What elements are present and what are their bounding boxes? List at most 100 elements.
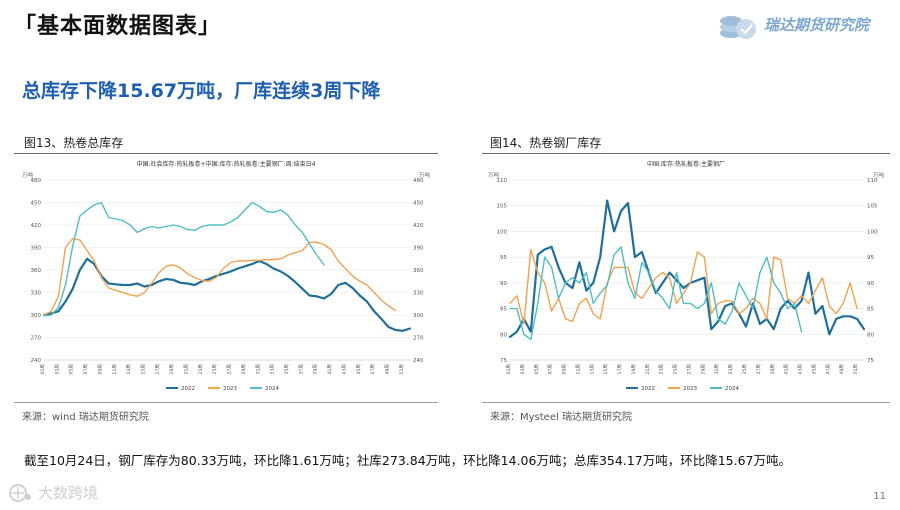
- y-tick-label-right: 420: [413, 223, 424, 229]
- x-tick-label: 33周: [270, 364, 276, 375]
- y-tick-label: 90: [500, 281, 507, 287]
- x-tick-label: 35周: [742, 364, 748, 375]
- y-tick-label-right: 240: [413, 358, 424, 364]
- y-tick-label-right: 80: [867, 332, 874, 338]
- legend-label: 2023: [683, 386, 697, 392]
- page-title: 「基本面数据图表」: [14, 14, 222, 39]
- y-tick-label: 110: [497, 178, 508, 184]
- y-tick-label-right: 75: [867, 358, 874, 364]
- y-tick-label: 95: [500, 255, 507, 261]
- x-tick-label: 17周: [155, 364, 161, 375]
- x-tick-label: 25周: [212, 364, 218, 375]
- x-tick-label: 43周: [341, 364, 347, 375]
- source-divider: [482, 402, 890, 403]
- coin-stack-icon: [720, 16, 756, 39]
- series-line-2022: [508, 199, 866, 338]
- chart-title: 中国:库存:热轧板卷:主要钢厂: [647, 160, 725, 168]
- x-tick-label: 21周: [184, 364, 190, 375]
- series-line-2023: [43, 237, 397, 316]
- panel-divider: [14, 153, 438, 154]
- x-tick-label: 51周: [853, 364, 859, 375]
- x-tick-label: 39周: [313, 364, 319, 375]
- x-tick-label: 37周: [756, 364, 762, 375]
- x-tick-label: 07周: [83, 364, 89, 375]
- x-tick-label: 45周: [356, 364, 362, 375]
- panel-title: 图13、热卷总库存: [24, 136, 124, 150]
- y-tick-label: 420: [31, 223, 42, 229]
- x-tick-label: 09周: [97, 364, 103, 375]
- y-tick-label: 105: [497, 204, 508, 210]
- y-tick-label-right: 110: [867, 178, 878, 184]
- legend-label: 2022: [641, 386, 655, 392]
- x-tick-label: 47周: [370, 364, 376, 375]
- y-tick-label-right: 270: [413, 336, 424, 342]
- mill-inventory-chart: 中国:库存:热轧板卷:主要钢厂 万吨 万吨 75 75 80 80 85 85 90 90 95 95 1…: [484, 156, 888, 394]
- y-tick-label-right: 360: [413, 268, 424, 274]
- chart-title: 中国:社会库存:热轧板卷+中国:库存:热轧板卷:主要钢厂:周:结束日4: [137, 160, 316, 168]
- x-tick-label: 41周: [784, 364, 790, 375]
- x-tick-label: 15周: [603, 364, 609, 375]
- x-tick-label: 39周: [770, 364, 776, 375]
- x-tick-label: 49周: [839, 364, 845, 375]
- left-axis-unit: 万吨: [22, 171, 34, 179]
- x-tick-label: 35周: [284, 364, 290, 375]
- y-tick-label: 240: [31, 358, 42, 364]
- x-tick-label: 15周: [140, 364, 146, 375]
- x-tick-label: 19周: [631, 364, 637, 375]
- x-tick-label: 31周: [255, 364, 261, 375]
- x-tick-label: 03周: [54, 364, 60, 375]
- y-tick-label-right: 90: [867, 281, 874, 287]
- x-tick-label: 27周: [227, 364, 233, 375]
- y-tick-label-right: 450: [413, 201, 424, 207]
- x-tick-label: 05周: [534, 364, 540, 375]
- series-line-2024: [509, 246, 803, 341]
- x-tick-label: 01周: [506, 364, 512, 375]
- left-axis-unit: 万吨: [488, 171, 500, 179]
- y-tick-label: 100: [497, 229, 508, 235]
- y-tick-label: 300: [31, 313, 42, 319]
- watermark-text: 大数跨境: [38, 484, 99, 502]
- x-tick-label: 43周: [798, 364, 804, 375]
- source-note: 来源：Mysteel 瑞达期货研究院: [490, 412, 632, 423]
- y-tick-label-right: 85: [867, 307, 874, 313]
- x-tick-label: 45周: [811, 364, 817, 375]
- y-tick-label: 85: [500, 307, 507, 313]
- legend-label: 2024: [725, 386, 739, 392]
- x-tick-label: 51周: [399, 364, 405, 375]
- y-tick-label: 450: [31, 201, 42, 207]
- legend-label: 2023: [223, 386, 237, 392]
- y-tick-label-right: 100: [867, 229, 878, 235]
- summary-text: 截至10月24日，钢厂库存为80.33万吨，环比降1.61万吨；社库273.84…: [24, 453, 791, 468]
- x-tick-label: 13周: [589, 364, 595, 375]
- y-tick-label: 480: [31, 178, 42, 184]
- y-tick-label-right: 95: [867, 255, 874, 261]
- x-tick-label: 31周: [714, 364, 720, 375]
- y-tick-label: 390: [31, 246, 42, 252]
- source-divider: [14, 402, 438, 403]
- x-tick-label: 09周: [562, 364, 568, 375]
- y-tick-label: 360: [31, 268, 42, 274]
- x-tick-label: 05周: [69, 364, 75, 375]
- total-inventory-chart-svg: 中国:社会库存:热轧板卷+中国:库存:热轧板卷:主要钢厂:周:结束日4 万吨 万吨 2…: [22, 160, 430, 392]
- x-tick-label: 29周: [700, 364, 706, 375]
- x-tick-label: 07周: [548, 364, 554, 375]
- x-tick-label: 41周: [327, 364, 333, 375]
- legend-label: 2022: [181, 386, 195, 392]
- x-tick-label: 29周: [241, 364, 247, 375]
- y-tick-label: 80: [500, 332, 507, 338]
- x-tick-label: 49周: [384, 364, 390, 375]
- panel-divider: [482, 153, 890, 154]
- x-tick-label: 47周: [825, 364, 831, 375]
- x-tick-label: 11周: [112, 364, 118, 375]
- y-tick-label: 75: [500, 358, 507, 364]
- y-tick-label: 330: [31, 291, 42, 297]
- x-tick-label: 21周: [645, 364, 651, 375]
- panel-title: 图14、热卷钢厂库存: [490, 136, 602, 150]
- y-tick-label-right: 480: [413, 178, 424, 184]
- watermark-logo-icon: [9, 483, 31, 502]
- x-tick-label: 17周: [617, 364, 623, 375]
- x-tick-label: 03周: [520, 364, 526, 375]
- y-tick-label-right: 330: [413, 291, 424, 297]
- x-tick-label: 33周: [728, 364, 734, 375]
